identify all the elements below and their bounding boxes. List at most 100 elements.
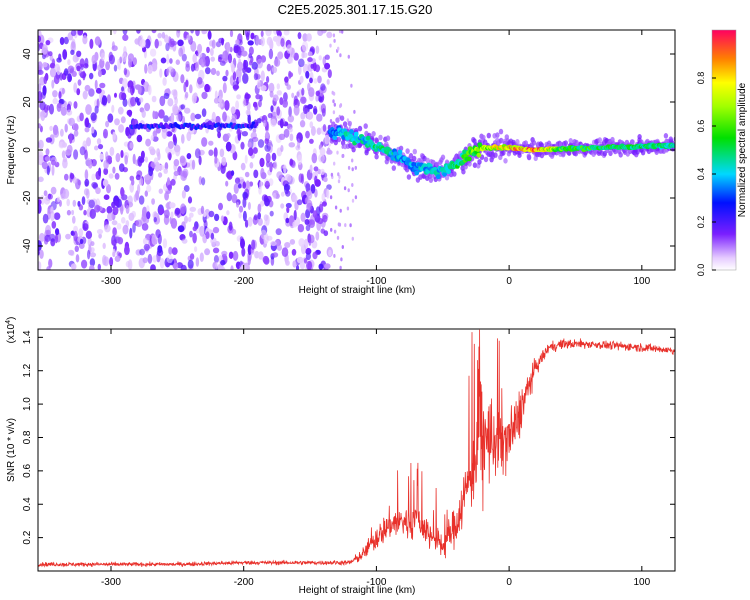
noise-dot bbox=[62, 157, 68, 163]
noise-dot bbox=[187, 259, 194, 269]
noise-dot bbox=[289, 133, 294, 142]
noise-dot bbox=[249, 162, 254, 169]
noise-dot bbox=[300, 112, 306, 120]
noise-dot bbox=[180, 203, 186, 215]
signal-halo-dot bbox=[501, 150, 506, 156]
noise-dot bbox=[234, 177, 241, 184]
noise-dot bbox=[114, 92, 117, 98]
signal-dot bbox=[332, 135, 338, 141]
noise-dot bbox=[144, 38, 151, 49]
noise-dot bbox=[307, 51, 313, 57]
noise-dot bbox=[201, 91, 208, 100]
noise-dot bbox=[226, 210, 230, 216]
noise-dot bbox=[263, 120, 267, 127]
x-tick-label: 0 bbox=[506, 577, 512, 588]
noise-dot bbox=[90, 241, 95, 247]
noise-dot bbox=[69, 133, 73, 144]
noise-dot bbox=[266, 235, 273, 241]
noise-dot bbox=[351, 167, 354, 172]
noise-dot bbox=[253, 101, 258, 108]
noise-dot bbox=[54, 63, 60, 72]
noise-dot bbox=[253, 214, 258, 221]
noise-dot bbox=[96, 138, 102, 145]
signal-dot bbox=[353, 131, 359, 137]
signal-dot bbox=[425, 169, 431, 175]
noise-dot bbox=[247, 40, 254, 46]
noise-dot bbox=[113, 30, 117, 35]
noise-dot bbox=[108, 173, 114, 179]
noise-dot bbox=[91, 54, 97, 65]
noise-dot bbox=[247, 141, 252, 148]
noise-dot bbox=[109, 257, 114, 267]
noise-dot bbox=[99, 153, 104, 160]
noise-dot bbox=[243, 59, 247, 70]
noise-dot bbox=[296, 256, 304, 264]
noise-dot bbox=[184, 215, 188, 224]
noise-dot bbox=[90, 112, 97, 121]
noise-dot bbox=[198, 155, 202, 166]
noise-dot bbox=[275, 228, 282, 236]
noise-dot bbox=[78, 204, 84, 211]
noise-dot bbox=[316, 127, 322, 135]
noise-dot bbox=[122, 34, 129, 41]
noise-dot bbox=[291, 194, 298, 203]
noise-dot bbox=[136, 30, 141, 34]
noise-dot bbox=[121, 52, 127, 63]
noise-dot bbox=[146, 184, 152, 193]
noise-dot bbox=[63, 68, 69, 76]
noise-dot bbox=[135, 174, 141, 181]
noise-dot bbox=[305, 130, 310, 139]
noise-dot bbox=[38, 176, 44, 183]
noise-dot bbox=[316, 113, 323, 122]
noise-dot bbox=[268, 178, 274, 187]
noise-dot bbox=[306, 260, 313, 270]
noise-dot bbox=[248, 60, 253, 66]
noise-dot bbox=[156, 163, 161, 169]
noise-dot bbox=[305, 224, 311, 232]
noise-dot bbox=[280, 191, 285, 197]
noise-dot bbox=[181, 238, 188, 244]
noise-dot bbox=[276, 30, 281, 36]
signal-dot bbox=[672, 143, 675, 148]
noise-dot bbox=[276, 106, 281, 116]
noise-dot bbox=[254, 250, 260, 259]
noise-dot bbox=[222, 75, 228, 82]
noise-dot bbox=[242, 181, 247, 189]
noise-dot bbox=[105, 61, 110, 71]
noise-dot bbox=[89, 38, 94, 50]
snr-frame bbox=[37, 328, 676, 572]
noise-dot bbox=[79, 58, 85, 68]
noise-dot bbox=[38, 69, 44, 75]
noise-dot bbox=[58, 91, 62, 100]
noise-dot bbox=[194, 113, 202, 120]
noise-dot bbox=[172, 133, 177, 143]
noise-dot bbox=[101, 95, 108, 106]
noise-dot bbox=[66, 109, 73, 116]
noise-dot bbox=[298, 64, 302, 76]
noise-dot bbox=[68, 249, 74, 256]
noise-dot bbox=[186, 131, 192, 142]
noise-dot bbox=[167, 184, 172, 191]
noise-dot bbox=[139, 97, 144, 103]
noise-dot bbox=[199, 252, 204, 262]
snr-panel: -300 -200 -100 0 100 0.2 0.4 0.6 0.8 1.0 1.2 1.4 H… bbox=[5, 317, 676, 596]
noise-dot bbox=[100, 52, 106, 61]
noise-dot bbox=[66, 209, 71, 216]
noise-dot bbox=[117, 106, 124, 115]
signal-halo-dot bbox=[568, 138, 573, 144]
noise-dot bbox=[226, 132, 231, 139]
spectrogram-y-label: Frequency (Hz) bbox=[6, 116, 17, 185]
noise-dot bbox=[215, 115, 221, 125]
noise-dot bbox=[53, 129, 60, 138]
noise-dot bbox=[120, 204, 124, 215]
noise-dot bbox=[169, 202, 176, 209]
noise-dot bbox=[286, 84, 292, 90]
noise-dot bbox=[111, 220, 118, 226]
noise-dot bbox=[189, 206, 197, 212]
noise-dot bbox=[45, 40, 51, 46]
noise-dot bbox=[192, 232, 197, 244]
noise-dot bbox=[302, 33, 308, 42]
noise-dot bbox=[89, 208, 97, 219]
noise-dot bbox=[59, 72, 63, 81]
